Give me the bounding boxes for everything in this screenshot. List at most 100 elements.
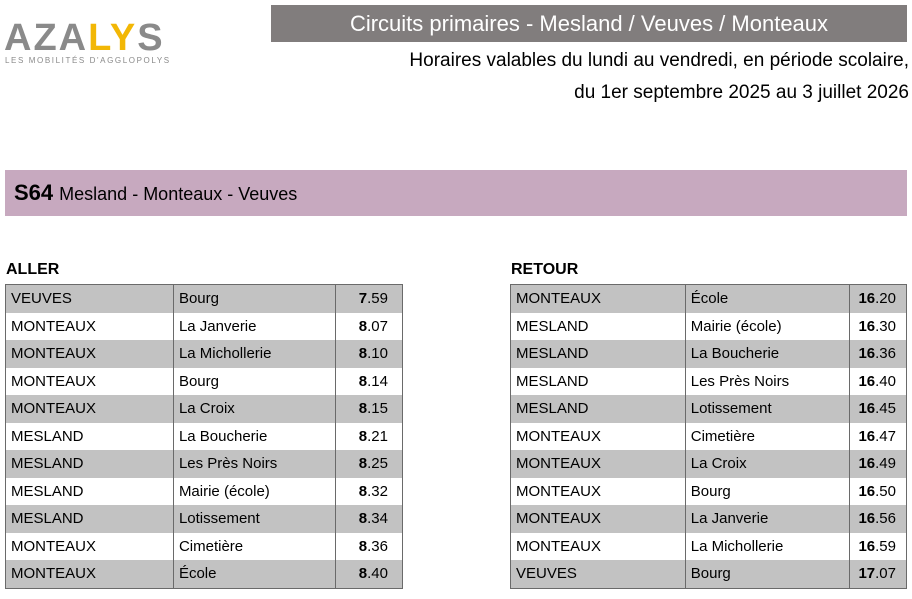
time-cell: 16.40 <box>849 367 907 395</box>
stop-cell: Lotissement <box>172 505 337 533</box>
time-minutes: .21 <box>367 427 388 445</box>
table-row: MONTEAUX Cimetière 8.36 <box>5 532 403 560</box>
time-hour: 16 <box>858 317 876 335</box>
time-hour: 7 <box>358 290 368 308</box>
time-minutes: .20 <box>875 290 896 308</box>
logo-tagline: LES MOBILITÉS D'AGGLOPOLYS <box>5 56 171 65</box>
time-hour: 8 <box>358 427 368 445</box>
commune-cell: MONTEAUX <box>5 560 174 589</box>
time-cell: 8.36 <box>335 532 403 560</box>
validity-line-1: Horaires valables du lundi au vendredi, … <box>409 50 909 71</box>
table-row: MESLAND Mairie (école) 8.32 <box>5 477 403 505</box>
stop-cell: Cimetière <box>172 532 337 560</box>
time-cell: 8.32 <box>335 477 403 505</box>
commune-cell: MONTEAUX <box>5 367 174 395</box>
table-row: VEUVES Bourg 7.59 <box>5 284 403 313</box>
table-row: MONTEAUX Bourg 16.50 <box>510 477 907 505</box>
time-hour: 8 <box>358 455 368 473</box>
time-minutes: .36 <box>875 345 896 363</box>
commune-cell: MESLAND <box>510 395 686 423</box>
commune-cell: MONTEAUX <box>510 477 686 505</box>
stop-cell: Les Près Noirs <box>172 450 337 478</box>
commune-cell: MONTEAUX <box>5 312 174 340</box>
logo-wordmark: AZALYS <box>4 17 165 59</box>
time-cell: 8.40 <box>335 560 403 589</box>
commune-cell: MESLAND <box>5 505 174 533</box>
time-minutes: .47 <box>875 427 896 445</box>
stop-cell: Bourg <box>172 284 337 313</box>
time-minutes: .50 <box>875 482 896 500</box>
time-minutes: .10 <box>367 345 388 363</box>
table-row: MONTEAUX École 8.40 <box>5 560 403 589</box>
time-minutes: .40 <box>367 565 388 583</box>
commune-cell: VEUVES <box>5 284 174 313</box>
commune-cell: MONTEAUX <box>5 340 174 368</box>
time-cell: 7.59 <box>335 284 403 313</box>
table-row: MONTEAUX Bourg 8.14 <box>5 367 403 395</box>
stop-cell: La Janverie <box>684 505 851 533</box>
time-minutes: .34 <box>367 510 388 528</box>
time-minutes: .14 <box>367 372 388 390</box>
time-cell: 16.50 <box>849 477 907 505</box>
time-hour: 8 <box>358 317 368 335</box>
time-cell: 8.15 <box>335 395 403 423</box>
time-minutes: .32 <box>367 482 388 500</box>
time-minutes: .30 <box>875 317 896 335</box>
time-hour: 16 <box>858 510 876 528</box>
time-cell: 16.59 <box>849 532 907 560</box>
commune-cell: MESLAND <box>510 312 686 340</box>
table-row: VEUVES Bourg 17.07 <box>510 560 907 589</box>
time-hour: 16 <box>858 482 876 500</box>
stop-cell: La Boucherie <box>172 422 337 450</box>
stop-cell: La Croix <box>172 395 337 423</box>
commune-cell: MONTEAUX <box>5 532 174 560</box>
time-cell: 16.20 <box>849 284 907 313</box>
time-hour: 8 <box>358 537 368 555</box>
time-cell: 17.07 <box>849 560 907 589</box>
time-hour: 16 <box>858 400 876 418</box>
page-title: Circuits primaires - Mesland / Veuves / … <box>271 5 907 42</box>
time-minutes: .56 <box>875 510 896 528</box>
time-minutes: .59 <box>875 537 896 555</box>
table-row: MONTEAUX La Janverie 16.56 <box>510 505 907 533</box>
time-minutes: .45 <box>875 400 896 418</box>
aller-heading: ALLER <box>6 261 60 278</box>
time-cell: 8.34 <box>335 505 403 533</box>
stop-cell: La Michollerie <box>172 340 337 368</box>
time-minutes: .07 <box>367 317 388 335</box>
time-minutes: .15 <box>367 400 388 418</box>
stop-cell: Cimetière <box>684 422 851 450</box>
table-row: MESLAND Les Près Noirs 8.25 <box>5 450 403 478</box>
table-row: MESLAND Lotissement 16.45 <box>510 395 907 423</box>
commune-cell: MONTEAUX <box>510 422 686 450</box>
commune-cell: MESLAND <box>510 367 686 395</box>
commune-cell: MONTEAUX <box>510 284 686 313</box>
time-hour: 8 <box>358 400 368 418</box>
route-name: Mesland - Monteaux - Veuves <box>59 184 298 204</box>
table-row: MESLAND Les Près Noirs 16.40 <box>510 367 907 395</box>
commune-cell: MONTEAUX <box>510 532 686 560</box>
time-hour: 8 <box>358 565 368 583</box>
table-row: MESLAND La Boucherie 8.21 <box>5 422 403 450</box>
time-cell: 8.07 <box>335 312 403 340</box>
time-cell: 16.56 <box>849 505 907 533</box>
time-hour: 17 <box>858 565 876 583</box>
aller-timetable: VEUVES Bourg 7.59 MONTEAUX La Janverie 8.07 MO… <box>5 284 403 589</box>
stop-cell: École <box>172 560 337 589</box>
commune-cell: MESLAND <box>5 450 174 478</box>
table-row: MONTEAUX La Croix 16.49 <box>510 450 907 478</box>
commune-cell: VEUVES <box>510 560 686 589</box>
stop-cell: La Boucherie <box>684 340 851 368</box>
stop-cell: Lotissement <box>684 395 851 423</box>
time-cell: 16.47 <box>849 422 907 450</box>
time-hour: 16 <box>858 427 876 445</box>
commune-cell: MONTEAUX <box>5 395 174 423</box>
time-cell: 8.14 <box>335 367 403 395</box>
commune-cell: MESLAND <box>5 477 174 505</box>
time-hour: 8 <box>358 345 368 363</box>
table-row: MESLAND Lotissement 8.34 <box>5 505 403 533</box>
commune-cell: MESLAND <box>510 340 686 368</box>
table-row: MONTEAUX Cimetière 16.47 <box>510 422 907 450</box>
time-minutes: .40 <box>875 372 896 390</box>
time-cell: 8.25 <box>335 450 403 478</box>
